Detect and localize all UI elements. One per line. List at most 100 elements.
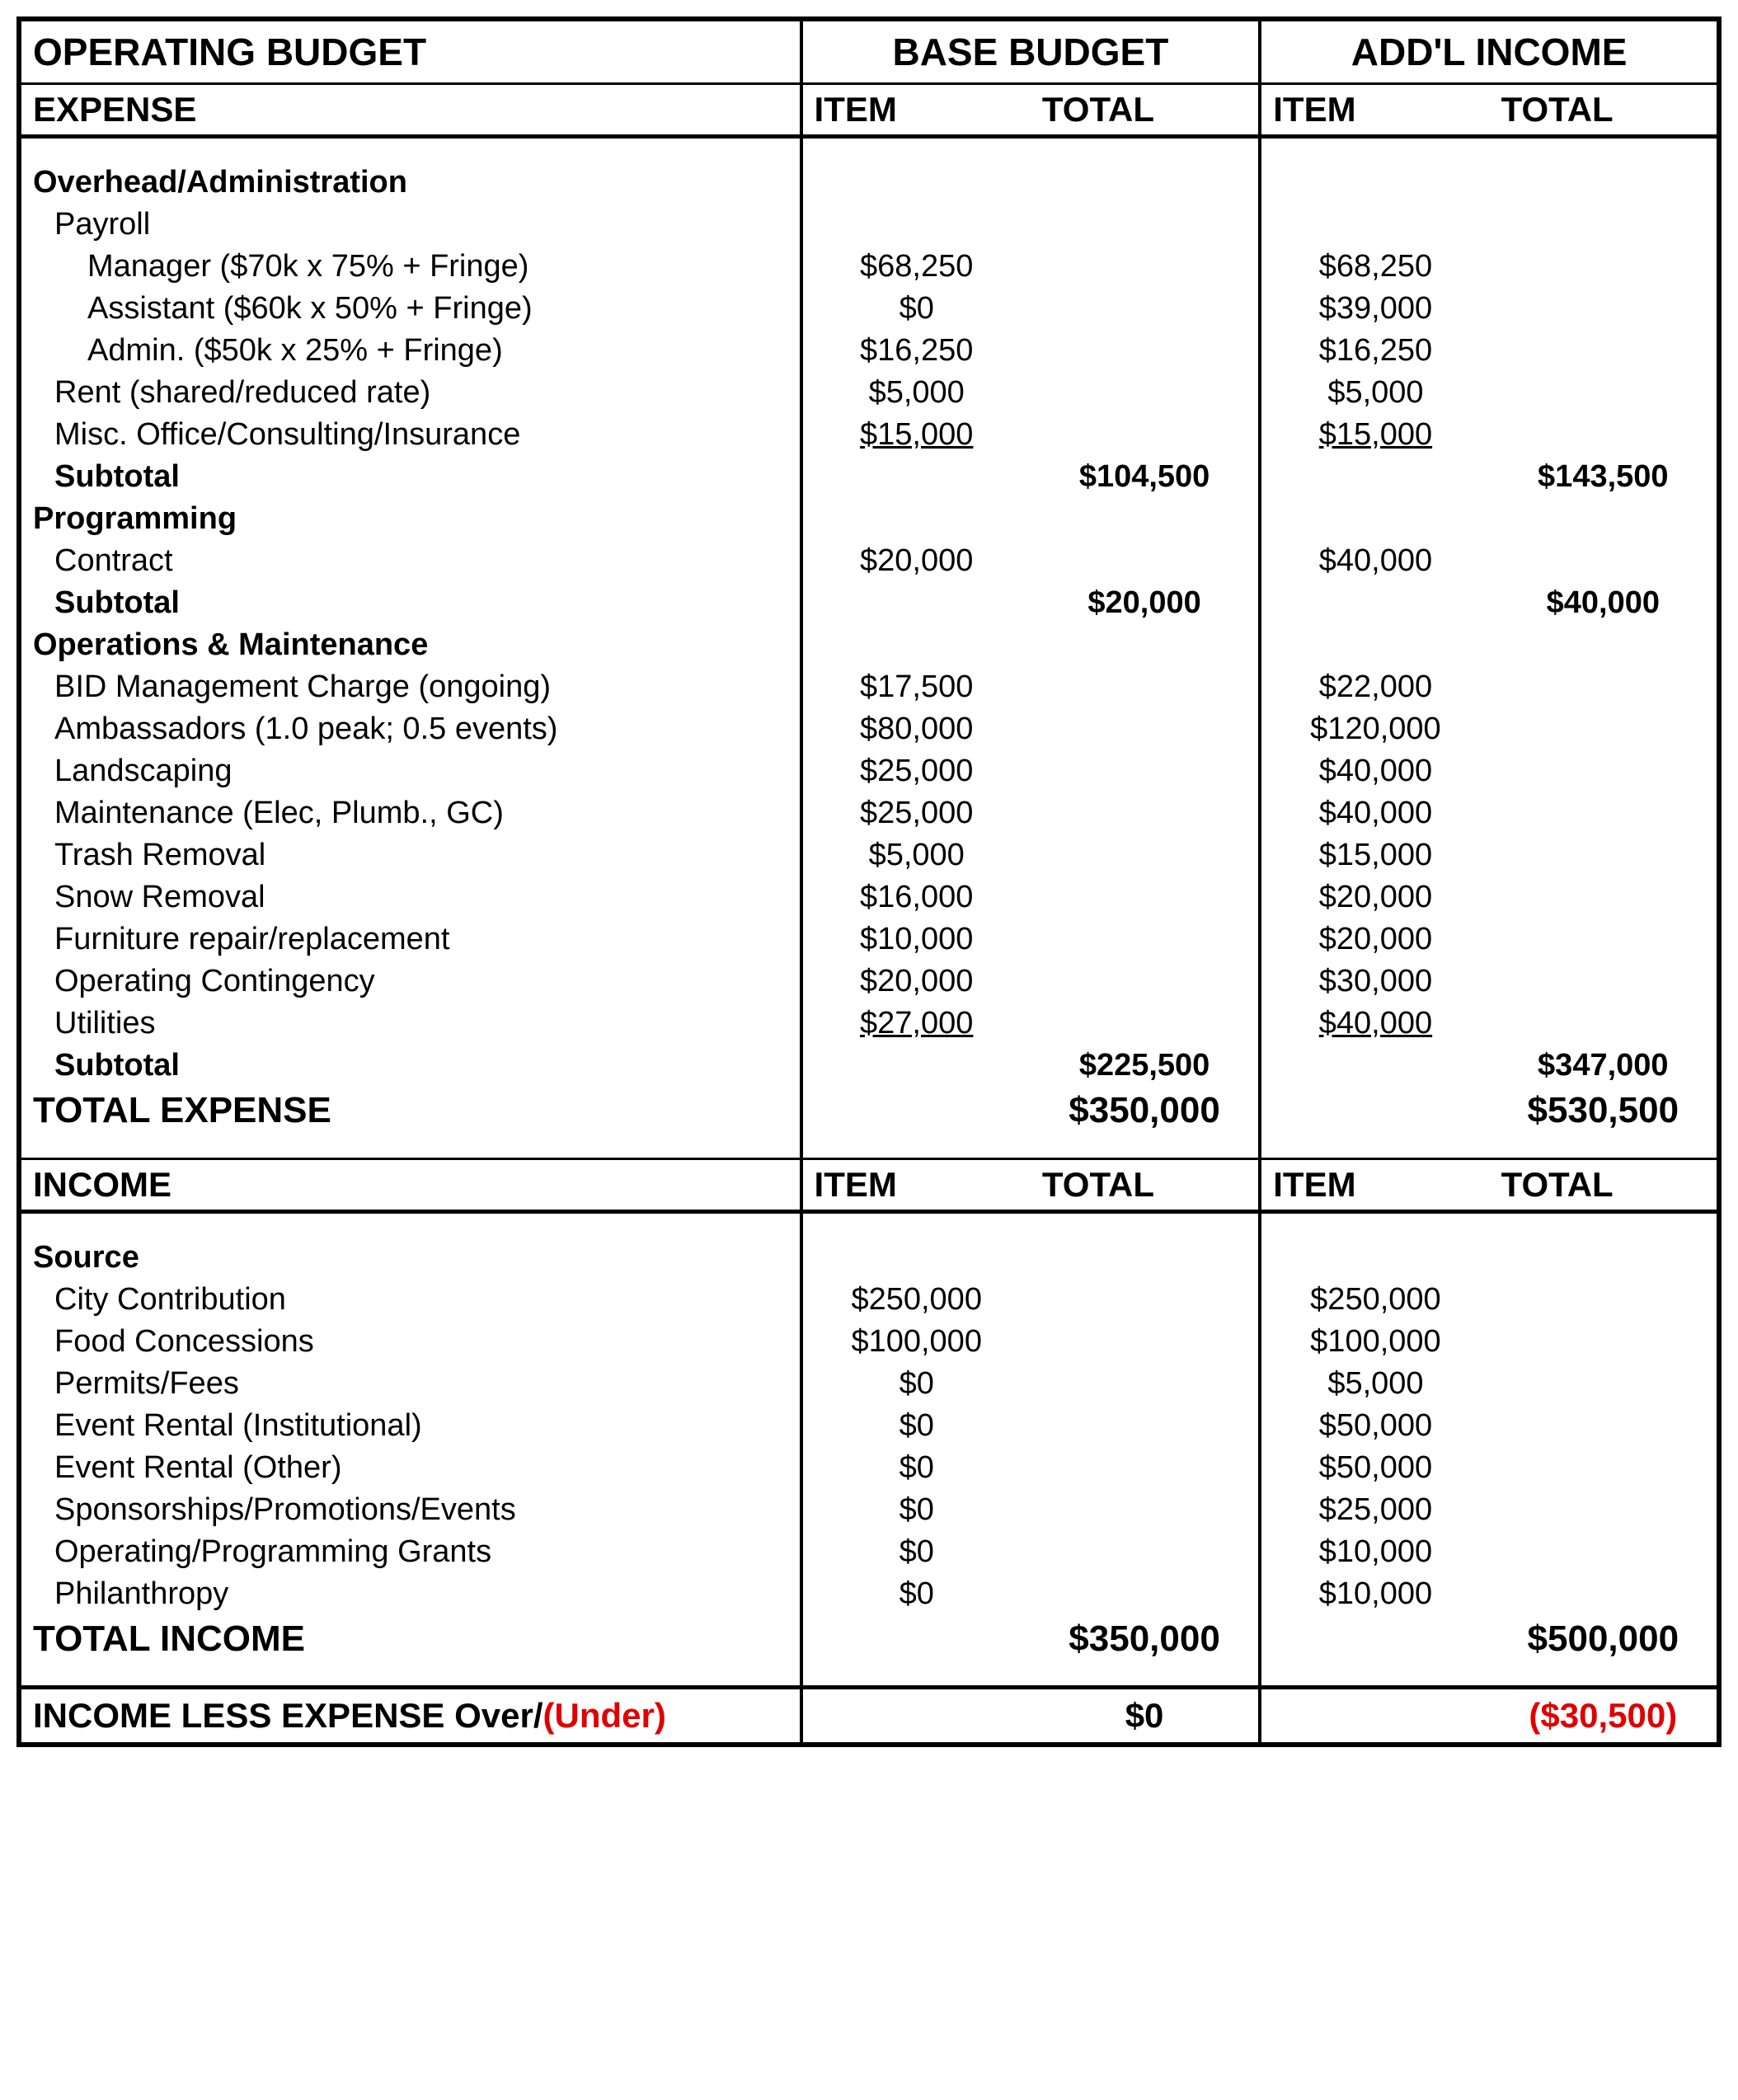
line-addl-item: $15,000 [1260,834,1489,876]
expense-body: Overhead/AdministrationPayrollManager ($… [19,162,1719,1087]
line-base-item: $5,000 [801,834,1031,876]
income-line-item: City Contribution$250,000$250,000 [19,1279,1719,1321]
income-section-name: Source [19,1237,1719,1279]
line-label: Sponsorships/Promotions/Events [19,1489,801,1531]
line-label: Payroll [19,204,801,246]
page-title: OPERATING BUDGET [19,19,801,84]
expense-line-item: Maintenance (Elec, Plumb., GC)$25,000$40… [19,792,1719,834]
line-addl-item: $39,000 [1260,288,1489,330]
line-base-item: $20,000 [801,540,1031,582]
line-base-item: $250,000 [801,1279,1031,1321]
line-base-item: $16,250 [801,330,1031,372]
line-base-item: $25,000 [801,792,1031,834]
spacer [19,1135,1719,1159]
income-line-item: Sponsorships/Promotions/Events$0$25,000 [19,1489,1719,1531]
expense-line-item: BID Management Charge (ongoing)$17,500$2… [19,666,1719,708]
line-label: Misc. Office/Consulting/Insurance [19,414,801,456]
section-name: Operations & Maintenance [19,624,801,666]
spacer [19,1663,1719,1688]
subtotal-label: Subtotal [19,1045,801,1087]
line-base-item: $27,000 [801,1003,1031,1045]
line-label: Assistant ($60k x 50% + Fringe) [19,288,801,330]
expense-line-item: Ambassadors (1.0 peak; 0.5 events)$80,00… [19,708,1719,750]
expense-subtotal-row: Subtotal$104,500$143,500 [19,456,1719,498]
total-income-row: TOTAL INCOME $350,000 $500,000 [19,1615,1719,1663]
line-base-item: $16,000 [801,876,1031,918]
section-name: Overhead/Administration [19,162,801,204]
line-addl-item [1260,204,1489,246]
total-expense-addl: $530,500 [1490,1087,1719,1135]
subtotal-base: $104,500 [1031,456,1260,498]
line-addl-item: $120,000 [1260,708,1489,750]
line-base-item: $0 [801,1363,1031,1405]
line-base-item: $20,000 [801,961,1031,1003]
income-line-item: Permits/Fees$0 $5,000 [19,1363,1719,1405]
line-label: Admin. ($50k x 25% + Fringe) [19,330,801,372]
subtotal-addl: $143,500 [1490,456,1719,498]
line-addl-item: $16,250 [1260,330,1489,372]
expense-section-name: Programming [19,498,1719,540]
expense-line-item: Manager ($70k x 75% + Fringe)$68,250$68,… [19,246,1719,288]
expense-line-item: Snow Removal$16,000$20,000 [19,876,1719,918]
footer-label: INCOME LESS EXPENSE Over/(Under) [19,1688,801,1745]
line-addl-item: $10,000 [1260,1573,1489,1615]
expense-line-item: Contract$20,000$40,000 [19,540,1719,582]
line-addl-item: $50,000 [1260,1405,1489,1447]
line-label: Snow Removal [19,876,801,918]
income-header-row: INCOME ITEM TOTAL ITEM TOTAL [19,1159,1719,1212]
col-header-base-item: ITEM [801,84,1031,137]
column-group-base: BASE BUDGET [801,19,1261,84]
col-header-base-item: ITEM [801,1159,1031,1212]
line-base-item: $0 [801,1447,1031,1489]
total-expense-row: TOTAL EXPENSE $350,000 $530,500 [19,1087,1719,1135]
total-income-addl: $500,000 [1490,1615,1719,1663]
subtotal-addl: $347,000 [1490,1045,1719,1087]
col-header-addl-total: TOTAL [1490,84,1719,137]
expense-line-item: Furniture repair/replacement$10,000$20,0… [19,918,1719,961]
line-label: Utilities [19,1003,801,1045]
line-label: Operating Contingency [19,961,801,1003]
footer-label-main: INCOME LESS EXPENSE Over/ [33,1696,543,1735]
income-line-item: Event Rental (Other)$0$50,000 [19,1447,1719,1489]
footer-base: $0 [1031,1688,1260,1745]
line-addl-item: $22,000 [1260,666,1489,708]
expense-subtotal-row: Subtotal$20,000$40,000 [19,582,1719,624]
total-expense-base: $350,000 [1031,1087,1260,1135]
line-base-item: $5,000 [801,372,1031,414]
line-addl-item: $5,000 [1260,372,1489,414]
expense-line-item: Misc. Office/Consulting/Insurance$15,000… [19,414,1719,456]
expense-line-item: Admin. ($50k x 25% + Fringe)$16,250$16,2… [19,330,1719,372]
line-label: Landscaping [19,750,801,792]
expense-line-item: Rent (shared/reduced rate)$5,000$5,000 [19,372,1719,414]
line-label: Permits/Fees [19,1363,801,1405]
line-base-item: $0 [801,1573,1031,1615]
expense-subtotal-row: Subtotal$225,500$347,000 [19,1045,1719,1087]
line-addl-item: $50,000 [1260,1447,1489,1489]
col-header-addl-total: TOTAL [1490,1159,1719,1212]
line-addl-item: $5,000 [1260,1363,1489,1405]
line-base-item: $0 [801,1405,1031,1447]
expense-line-item: Trash Removal$5,000$15,000 [19,834,1719,876]
operating-budget-table: OPERATING BUDGET BASE BUDGET ADD'L INCOM… [16,16,1722,1747]
line-addl-item: $250,000 [1260,1279,1489,1321]
line-label: BID Management Charge (ongoing) [19,666,801,708]
income-body: SourceCity Contribution$250,000$250,000F… [19,1237,1719,1615]
col-header-base-total: TOTAL [1031,1159,1260,1212]
line-label: Furniture repair/replacement [19,918,801,961]
line-base-item: $10,000 [801,918,1031,961]
subtotal-base: $20,000 [1031,582,1260,624]
line-label: Philanthropy [19,1573,801,1615]
line-base-item: $100,000 [801,1321,1031,1363]
total-income-label: TOTAL INCOME [19,1615,801,1663]
income-line-item: Operating/Programming Grants$0$10,000 [19,1531,1719,1573]
line-addl-item: $40,000 [1260,792,1489,834]
line-base-item [801,204,1031,246]
col-header-addl-item: ITEM [1260,84,1489,137]
title-row: OPERATING BUDGET BASE BUDGET ADD'L INCOM… [19,19,1719,84]
subtotal-addl: $40,000 [1490,582,1719,624]
footer-addl: ($30,500) [1490,1688,1719,1745]
income-line-item: Event Rental (Institutional)$0$50,000 [19,1405,1719,1447]
expense-line-item: Assistant ($60k x 50% + Fringe)$0$39,000 [19,288,1719,330]
expense-line-item: Operating Contingency$20,000$30,000 [19,961,1719,1003]
spacer [19,1212,1719,1237]
